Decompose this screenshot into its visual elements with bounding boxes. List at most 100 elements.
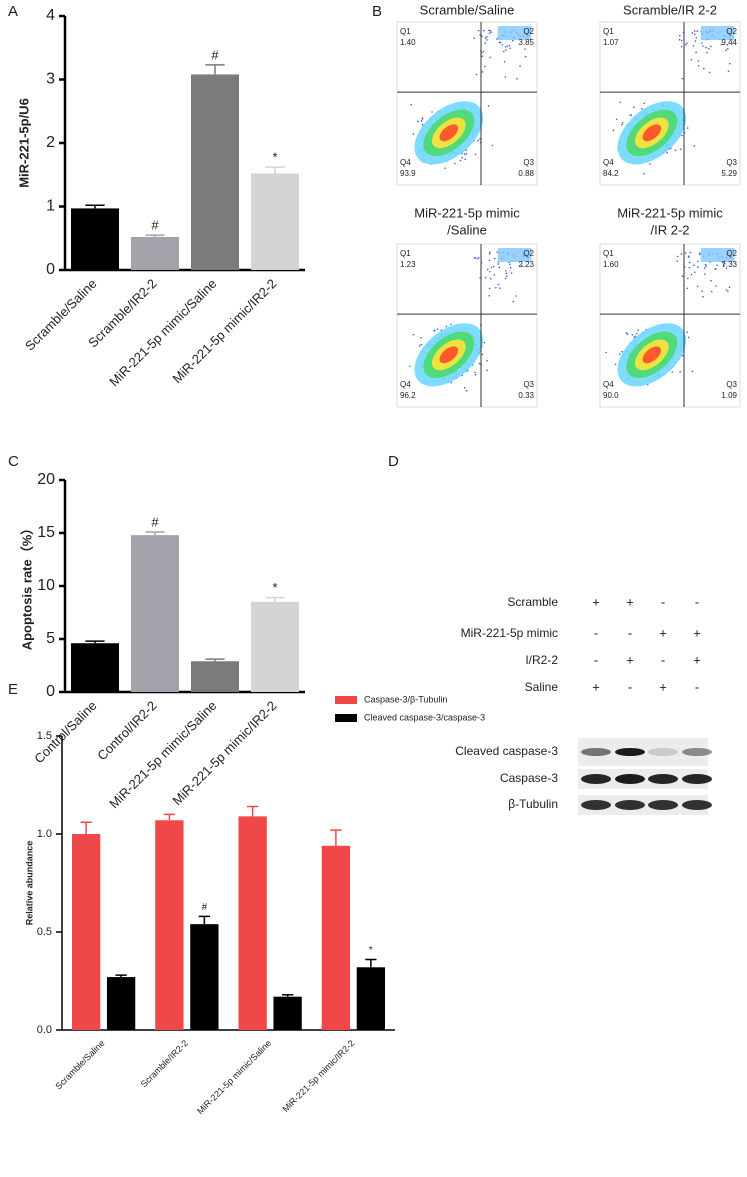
error-bar <box>85 640 105 644</box>
event-dot <box>728 62 731 65</box>
plot-frame <box>396 21 538 186</box>
event-dot <box>636 332 638 335</box>
x-tick-label: MiR-221-5p mimic/Saline <box>195 1038 273 1116</box>
error-bar <box>163 813 176 821</box>
condition-sign: + <box>659 679 667 694</box>
event-dot <box>688 266 691 269</box>
bar <box>71 643 119 692</box>
quadrant-label: Q4 <box>400 380 411 389</box>
event-dot <box>720 43 723 46</box>
blot-band <box>615 774 645 784</box>
plot-title: /Saline <box>447 222 487 237</box>
event-dot <box>727 70 730 72</box>
event-dot <box>477 257 480 259</box>
error-bar <box>246 805 259 817</box>
event-dot <box>686 127 689 129</box>
event-dot <box>478 362 481 365</box>
event-dot <box>674 149 677 152</box>
scatter-cloud <box>612 29 731 175</box>
event-dot <box>708 71 711 74</box>
event-dot <box>488 295 490 297</box>
event-dot <box>694 40 697 42</box>
event-dot <box>705 265 707 267</box>
event-dot <box>512 300 515 303</box>
event-dot <box>486 369 488 372</box>
scatter-cloud <box>410 29 527 169</box>
condition-label: MiR-221-5p mimic <box>461 626 558 640</box>
quadrant-label: Q1 <box>603 27 614 36</box>
y-tick-label: 2 <box>46 134 55 151</box>
event-dot <box>464 158 467 161</box>
plot-title: MiR-221-5p mimic <box>414 205 520 220</box>
event-dot <box>410 103 412 106</box>
event-dot <box>488 270 491 273</box>
event-dot <box>475 73 478 76</box>
event-dot <box>684 252 687 254</box>
event-dot <box>486 268 489 271</box>
legend-label: Caspase-3/β-Tubulin <box>364 694 447 704</box>
significance-mark: # <box>151 218 159 233</box>
condition-label: I/R2-2 <box>525 653 558 667</box>
condition-sign: - <box>661 652 665 667</box>
event-dot <box>702 295 704 298</box>
event-dot <box>619 101 622 104</box>
event-dot <box>488 252 491 255</box>
event-dot <box>697 266 699 268</box>
event-dot <box>703 267 706 269</box>
event-dot <box>706 51 708 54</box>
event-dot <box>681 134 683 137</box>
scatter-cloud <box>409 251 526 392</box>
event-dot <box>634 335 637 338</box>
y-tick-label: 0.5 <box>37 926 52 938</box>
event-dot <box>499 287 501 289</box>
condition-sign: - <box>661 594 665 609</box>
event-dot <box>727 290 729 292</box>
event-dot <box>630 114 632 116</box>
condition-sign: - <box>594 625 598 640</box>
event-dot <box>666 151 669 154</box>
bar <box>71 834 101 1030</box>
density-patch <box>700 248 735 262</box>
quadrant-value: 1.40 <box>400 38 416 47</box>
event-dot <box>488 287 491 290</box>
event-dot <box>703 67 705 70</box>
significance-mark: * <box>272 580 277 595</box>
bar <box>251 601 299 692</box>
event-dot <box>633 106 635 109</box>
x-tick-label: MiR-221-5p mimic/IR2-2 <box>280 1038 356 1114</box>
plot-frame <box>396 243 538 408</box>
event-dot <box>615 118 618 121</box>
plot-frame <box>599 21 741 186</box>
significance-mark: * <box>369 945 373 956</box>
event-dot <box>505 272 508 275</box>
event-dot <box>724 262 726 265</box>
x-tick-label: MiR-221-5p mimic/Saline <box>106 698 219 811</box>
event-dot <box>721 261 724 264</box>
legend-label: Cleaved caspase-3/caspase-3 <box>364 712 485 722</box>
plot-title: /IR 2-2 <box>650 222 689 237</box>
event-dot <box>626 333 629 336</box>
event-dot <box>625 332 628 334</box>
blot-band <box>648 774 678 784</box>
event-dot <box>431 111 433 113</box>
condition-sign: + <box>592 679 600 694</box>
density-patch <box>497 26 532 40</box>
event-dot <box>681 275 684 277</box>
quadrant-label: Q1 <box>400 249 411 258</box>
quadrant-label: Q2 <box>726 27 737 36</box>
condition-sign: - <box>628 625 632 640</box>
condition-label: Saline <box>525 680 559 694</box>
event-dot <box>691 370 694 373</box>
bar <box>251 173 299 270</box>
event-dot <box>703 273 706 275</box>
event-dot <box>486 359 488 362</box>
event-dot <box>479 34 481 36</box>
event-dot <box>725 49 727 52</box>
event-dot <box>691 32 694 34</box>
event-dot <box>692 45 695 47</box>
quadrant-value: 9.44 <box>721 38 737 47</box>
event-dot <box>649 163 651 165</box>
bar <box>238 816 267 1030</box>
event-dot <box>684 43 687 46</box>
event-dot <box>680 46 683 48</box>
